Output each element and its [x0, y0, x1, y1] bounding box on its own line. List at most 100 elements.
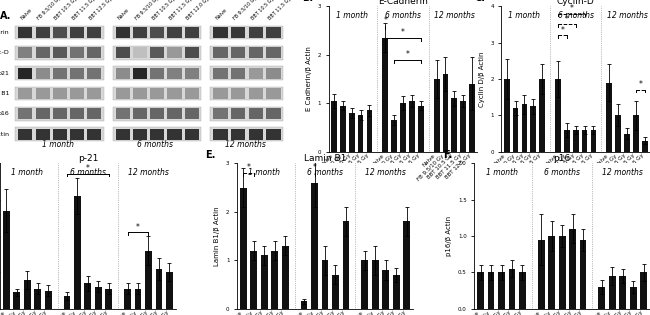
Bar: [116, 68, 130, 79]
Bar: [185, 129, 199, 140]
Bar: [15, 26, 103, 39]
Bar: [112, 107, 201, 121]
Bar: [599, 287, 605, 309]
Text: 12 months: 12 months: [225, 140, 266, 149]
Bar: [15, 107, 103, 121]
Bar: [112, 107, 201, 121]
Bar: [135, 289, 142, 309]
Bar: [185, 47, 199, 58]
Bar: [112, 87, 201, 100]
Bar: [616, 115, 621, 152]
Bar: [112, 66, 201, 80]
Bar: [150, 27, 164, 38]
Bar: [112, 66, 201, 80]
Bar: [112, 127, 201, 141]
Bar: [231, 47, 246, 58]
Bar: [53, 47, 67, 58]
Bar: [400, 103, 406, 152]
Bar: [15, 46, 103, 60]
Bar: [549, 236, 555, 309]
Bar: [332, 275, 339, 309]
Text: E.: E.: [205, 150, 216, 160]
Bar: [249, 47, 263, 58]
Bar: [133, 47, 147, 58]
Bar: [231, 27, 246, 38]
Bar: [367, 111, 372, 152]
Bar: [112, 127, 201, 141]
Bar: [3, 210, 10, 309]
Bar: [36, 108, 49, 119]
Bar: [504, 79, 510, 152]
Text: C.: C.: [474, 0, 486, 3]
Text: *: *: [560, 26, 564, 35]
Bar: [311, 183, 318, 309]
Bar: [64, 296, 70, 309]
Bar: [15, 66, 103, 80]
Bar: [609, 276, 616, 309]
Bar: [105, 289, 112, 309]
Bar: [15, 26, 103, 39]
Text: *: *: [313, 163, 317, 172]
Bar: [185, 68, 199, 79]
Bar: [70, 47, 84, 58]
Text: *: *: [569, 4, 573, 13]
Bar: [301, 301, 307, 309]
Bar: [18, 27, 32, 38]
Bar: [210, 66, 283, 80]
Text: Naive: Naive: [20, 8, 33, 21]
Text: 1 month: 1 month: [42, 140, 74, 149]
Bar: [15, 26, 103, 39]
Bar: [210, 107, 283, 121]
Text: *: *: [384, 16, 387, 25]
Bar: [133, 88, 147, 99]
Bar: [15, 46, 103, 60]
Bar: [112, 26, 201, 39]
Bar: [112, 26, 201, 39]
Bar: [250, 250, 257, 309]
Bar: [249, 88, 263, 99]
Bar: [590, 130, 596, 152]
Bar: [15, 107, 103, 121]
Bar: [112, 107, 201, 121]
Text: 6 months: 6 months: [544, 168, 580, 177]
Bar: [112, 87, 201, 100]
Title: Cyclin-D: Cyclin-D: [557, 0, 595, 6]
Bar: [53, 88, 67, 99]
Bar: [210, 26, 283, 39]
Bar: [266, 27, 281, 38]
Bar: [340, 106, 346, 152]
Bar: [633, 115, 639, 152]
Bar: [150, 129, 164, 140]
Bar: [519, 272, 526, 309]
Bar: [210, 127, 283, 141]
Bar: [87, 129, 101, 140]
Bar: [569, 229, 576, 309]
Text: 1 month: 1 month: [248, 168, 280, 177]
Bar: [112, 26, 201, 39]
Bar: [249, 108, 263, 119]
Bar: [210, 87, 283, 100]
Bar: [393, 275, 400, 309]
Bar: [112, 87, 201, 100]
Text: Naive: Naive: [214, 8, 228, 21]
Text: p16: p16: [0, 112, 9, 116]
Text: 1 month: 1 month: [508, 11, 540, 20]
Bar: [15, 87, 103, 100]
Bar: [530, 106, 536, 152]
Bar: [213, 47, 228, 58]
Text: 1 month: 1 month: [11, 168, 43, 177]
Text: Cyc-D: Cyc-D: [0, 50, 9, 55]
Bar: [210, 46, 283, 60]
Bar: [580, 240, 586, 309]
Bar: [168, 88, 181, 99]
Bar: [168, 108, 181, 119]
Bar: [358, 115, 363, 152]
Text: *: *: [86, 164, 90, 174]
Bar: [231, 129, 246, 140]
Bar: [266, 129, 281, 140]
Bar: [266, 68, 281, 79]
Bar: [36, 47, 49, 58]
Bar: [15, 26, 103, 39]
Bar: [112, 66, 201, 80]
Bar: [112, 46, 201, 60]
